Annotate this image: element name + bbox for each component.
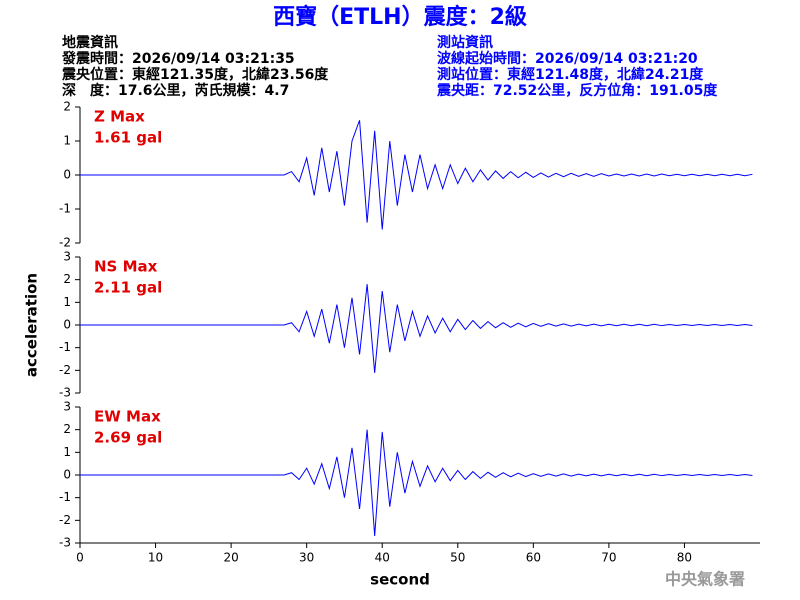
x-tick-label: 20 [223,551,238,565]
y-tick-label: 2 [63,422,71,436]
x-tick-label: 0 [76,551,84,565]
y-tick-label: 3 [63,250,71,264]
y-tick-label: -3 [59,536,71,550]
y-tick-label: 3 [63,400,71,414]
y-tick-label: 1 [63,445,71,459]
info-line: 地震資訊 [62,34,118,51]
info-line: 深 度：17.6公里，芮氏規模：4.7 [62,82,289,99]
x-tick-label: 40 [375,551,390,565]
y-tick-label: 2 [63,272,71,286]
y-tick-label: 1 [63,134,71,148]
y-tick-label: -1 [59,202,71,216]
max-annotation: 1.61 gal [94,129,162,147]
x-tick-label: 30 [299,551,314,565]
waveform [80,284,753,373]
y-axis-label: acceleration [23,273,41,377]
x-tick-label: 70 [601,551,616,565]
info-line: 震央距：72.52公里，反方位角：191.05度 [436,82,718,99]
chart-title: 西寶（ETLH）震度：2級 [273,4,527,30]
waveform [80,120,753,230]
max-annotation: 2.11 gal [94,279,162,297]
y-tick-label: 0 [63,318,71,332]
max-annotation: Z Max [94,108,145,126]
info-line: 測站位置：東經121.48度，北緯24.21度 [437,66,704,83]
max-annotation: EW Max [94,408,161,426]
x-tick-label: 80 [677,551,692,565]
info-line: 震央位置：東經121.35度，北緯23.56度 [61,66,329,83]
x-tick-label: 60 [526,551,541,565]
y-tick-label: 1 [63,295,71,309]
y-tick-label: -2 [59,363,71,377]
x-tick-label: 50 [450,551,465,565]
y-tick-label: -3 [59,386,71,400]
max-annotation: NS Max [94,258,158,276]
y-tick-label: -2 [59,513,71,527]
y-tick-label: 2 [63,100,71,114]
x-axis-label: second [370,571,430,589]
info-line: 波線起始時間：2026/09/14 03:21:20 [437,50,698,67]
info-line: 測站資訊 [437,34,493,51]
footer-logo: 中央氣象署 [665,570,745,589]
y-tick-label: -2 [59,236,71,250]
y-tick-label: 0 [63,168,71,182]
y-tick-label: -1 [59,490,71,504]
x-tick-label: 10 [148,551,163,565]
y-tick-label: 0 [63,468,71,482]
info-line: 發震時間：2026/09/14 03:21:35 [61,50,295,67]
y-tick-label: -1 [59,340,71,354]
waveform [80,429,753,537]
max-annotation: 2.69 gal [94,429,162,447]
